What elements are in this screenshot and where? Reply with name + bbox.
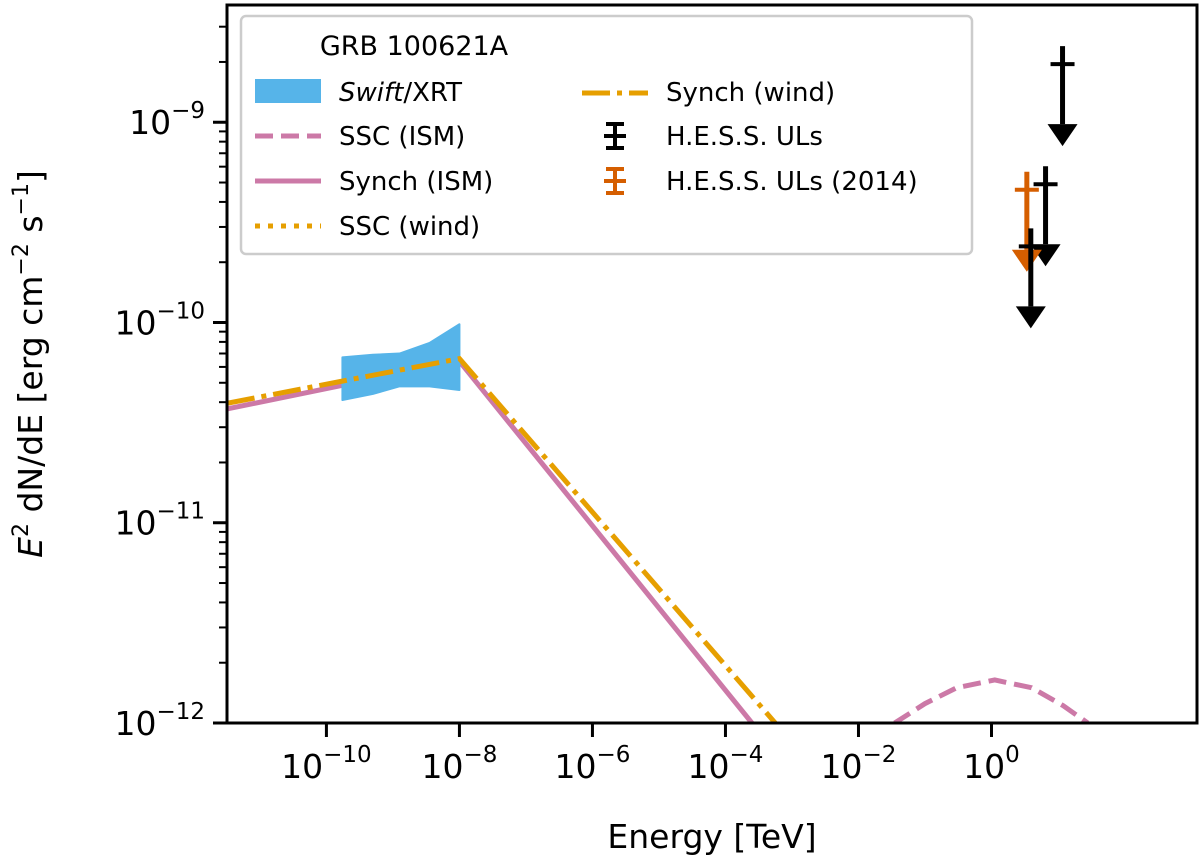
y-label-mid: dN/dE [erg cm — [11, 276, 50, 523]
y-label-mid2: s — [11, 215, 50, 243]
x-tick-exp: −4 — [730, 742, 764, 768]
x-tick-exp: −6 — [596, 742, 630, 768]
y-tick-base: 10 — [129, 103, 171, 142]
xrt-bowtie — [341, 323, 461, 402]
x-tick-base: 10 — [554, 747, 596, 786]
legend-label-ssc-wind: SSC (wind) — [339, 212, 480, 242]
y-label-sup3: −1 — [9, 183, 34, 215]
legend-swatch-hess2014 — [604, 167, 626, 195]
x-axis-label: Energy [TeV] — [607, 817, 816, 856]
upper-limit-hess — [1015, 228, 1046, 329]
y-label-e: E — [11, 537, 50, 558]
legend-swatch-xrt — [255, 79, 321, 103]
ul-arrow — [1047, 124, 1078, 147]
x-tick-label: 100 — [963, 742, 1020, 786]
x-tick-exp: −10 — [323, 742, 372, 768]
x-tick-exp: −2 — [863, 742, 897, 768]
axes: 10−10 10−8 10−6 10−4 10−2 10010−1210−1110−101… — [114, 3, 1199, 786]
y-label-sup2: −2 — [9, 243, 34, 275]
y-tick-exp: −10 — [156, 298, 205, 324]
y-tick-label: 10−9 — [129, 98, 205, 142]
y-axis-label: E2 dN/dE [erg cm−2 s−1] — [9, 170, 50, 558]
x-tick-label: 10−8 — [421, 742, 497, 786]
y-tick-label: 10−12 — [114, 699, 205, 743]
x-tick-base: 10 — [963, 747, 1005, 786]
y-tick-exp: −9 — [171, 98, 205, 124]
legend-label-xrt-rest: /XRT — [403, 78, 462, 108]
legend-label-ssc-ism: SSC (ISM) — [339, 122, 465, 152]
y-label-sup: 2 — [9, 523, 34, 537]
y-tick-base: 10 — [114, 704, 156, 743]
legend-label-xrt: Swift/XRT — [339, 78, 462, 108]
legend-label-synch-ism: Synch (ISM) — [339, 167, 493, 197]
x-tick-exp: −8 — [463, 742, 497, 768]
legend-label-synch-wind: Synch (wind) — [666, 78, 835, 108]
y-tick-base: 10 — [114, 303, 156, 342]
series-synch_wind — [227, 355, 778, 723]
x-tick-base: 10 — [281, 747, 323, 786]
x-tick-base: 10 — [821, 747, 863, 786]
x-tick-base: 10 — [421, 747, 463, 786]
y-tick-label: 10−11 — [114, 499, 205, 543]
series-ssc_ism — [893, 677, 1090, 723]
x-tick-exp: 0 — [1005, 742, 1020, 768]
y-label-end: ] — [11, 170, 50, 183]
upper-limit-hess — [1047, 46, 1078, 147]
legend-label-xrt-italic: Swift — [339, 78, 404, 108]
y-tick-exp: −11 — [156, 499, 205, 525]
x-tick-label: 10−10 — [281, 742, 372, 786]
legend-swatch-hess — [604, 122, 626, 150]
x-tick-label: 10−6 — [554, 742, 630, 786]
plot-area — [227, 46, 1090, 723]
x-tick-label: 10−4 — [688, 742, 764, 786]
y-tick-exp: −12 — [156, 699, 205, 725]
legend: GRB 100621A Swift/XRT SSC (ISM) Synch (I… — [239, 14, 974, 256]
y-tick-base: 10 — [114, 504, 156, 543]
legend-label-hess: H.E.S.S. ULs — [666, 122, 823, 152]
plot-content — [227, 46, 1090, 723]
upper-limit-hess2014 — [1011, 171, 1042, 272]
legend-label-hess2014: H.E.S.S. ULs (2014) — [666, 167, 918, 197]
x-tick-label: 10−2 — [821, 742, 897, 786]
y-tick-label: 10−10 — [114, 298, 205, 342]
ul-arrow — [1015, 306, 1046, 329]
x-tick-base: 10 — [688, 747, 730, 786]
legend-title: GRB 100621A — [320, 31, 509, 62]
axes-frame — [225, 3, 1199, 725]
ul-arrow — [1011, 249, 1042, 272]
series-synch_ism — [227, 358, 754, 723]
